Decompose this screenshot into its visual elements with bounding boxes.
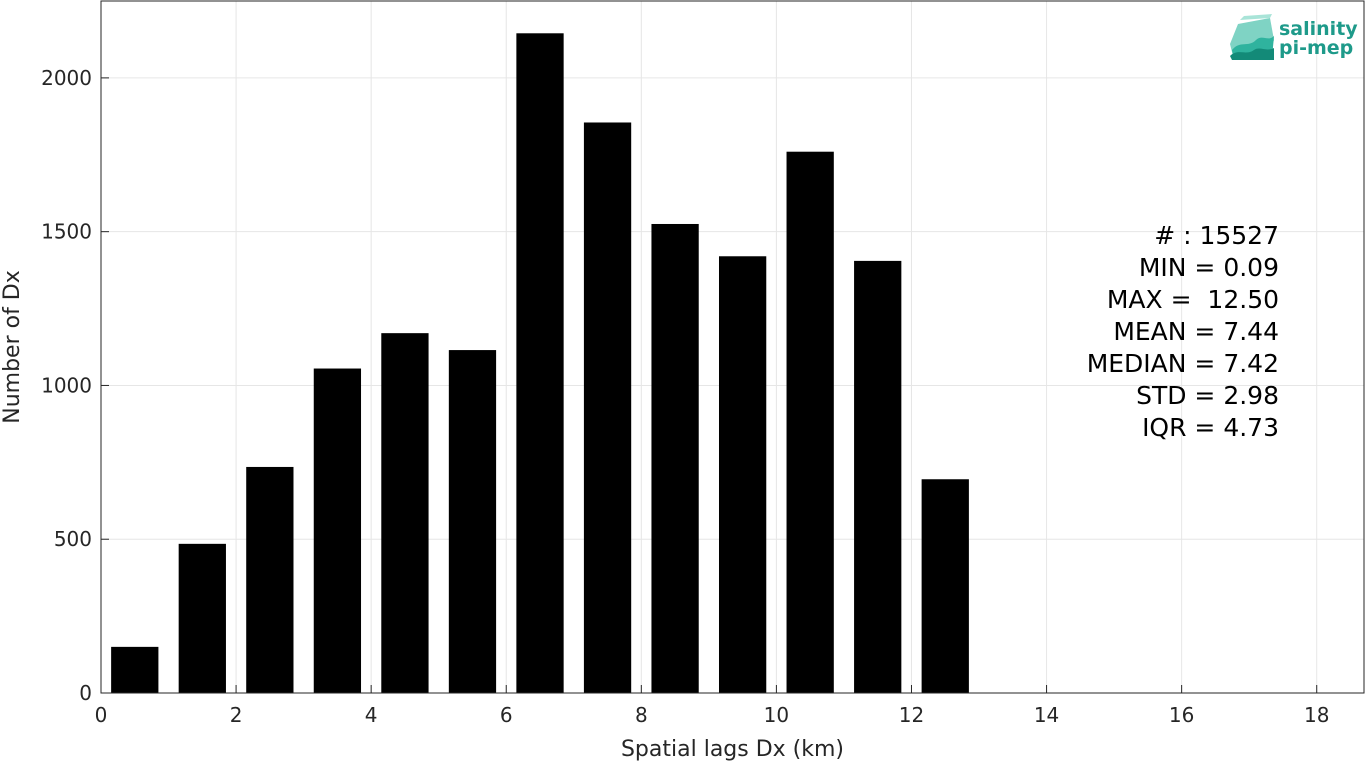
stats-line-3: MEAN = 7.44 — [1113, 317, 1279, 346]
stats-line-6: IQR = 4.73 — [1142, 413, 1279, 442]
bar-10 — [786, 151, 834, 694]
plot-frame — [100, 0, 1365, 694]
stats-annotation: # : 15527 MIN = 0.09 MAX = 12.50 MEAN = 7.4… — [1087, 221, 1279, 442]
bar-5 — [448, 350, 497, 693]
y-ticks: 0 500 1000 1500 2000 — [41, 66, 109, 705]
bar-1 — [178, 543, 226, 693]
bar-11 — [854, 260, 902, 693]
y-tick-label: 1500 — [41, 220, 92, 244]
logo-line1: salinity — [1279, 18, 1358, 40]
bars — [111, 33, 969, 694]
bar-9 — [718, 256, 767, 693]
stats-line-1: MIN = 0.09 — [1139, 253, 1279, 282]
bar-3 — [313, 368, 362, 693]
x-tick-label: 18 — [1304, 703, 1329, 727]
bar-8 — [651, 223, 699, 693]
y-tick-label: 2000 — [41, 66, 92, 90]
x-tick-label: 0 — [95, 703, 108, 727]
bar-0 — [111, 646, 159, 693]
stats-line-5: STD = 2.98 — [1136, 381, 1279, 410]
x-tick-label: 14 — [1034, 703, 1059, 727]
x-tick-label: 4 — [365, 703, 378, 727]
stats-line-0: # : 15527 — [1154, 221, 1279, 250]
y-tick-label: 500 — [54, 527, 92, 551]
waves-icon — [1230, 14, 1274, 60]
stats-line-2: MAX = 12.50 — [1107, 285, 1279, 314]
x-axis-label: Spatial lags Dx (km) — [621, 737, 844, 762]
x-tick-label: 8 — [635, 703, 648, 727]
stats-line-4: MEDIAN = 7.42 — [1087, 349, 1279, 378]
x-tick-label: 10 — [764, 703, 789, 727]
bar-6 — [516, 33, 564, 693]
y-axis-label: Number of Dx — [0, 270, 25, 424]
bar-4 — [381, 333, 429, 693]
bar-7 — [583, 122, 632, 694]
y-tick-label: 0 — [79, 681, 92, 705]
x-tick-label: 2 — [230, 703, 243, 727]
bar-12 — [921, 479, 969, 693]
x-ticks: 0 2 4 6 8 10 12 14 16 18 — [95, 685, 1329, 727]
salinity-pi-mep-logo: salinity pi-mep — [1230, 14, 1358, 60]
x-tick-label: 6 — [500, 703, 513, 727]
logo-line2: pi-mep — [1279, 37, 1353, 59]
y-tick-label: 1000 — [41, 373, 92, 397]
x-tick-label: 16 — [1169, 703, 1194, 727]
x-tick-label: 12 — [899, 703, 924, 727]
bar-2 — [246, 466, 294, 693]
